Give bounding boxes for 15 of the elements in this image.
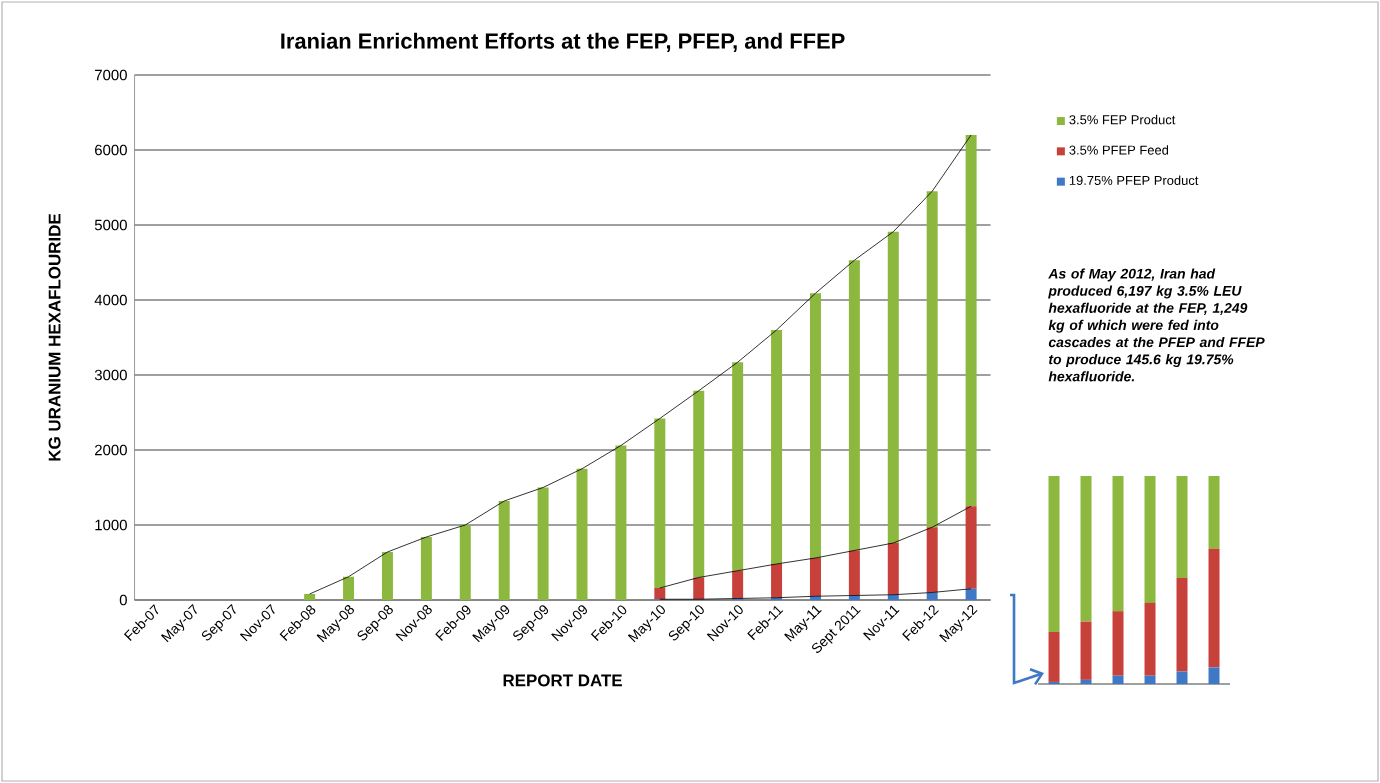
y-tick-label: 1000 bbox=[95, 519, 127, 531]
y-tick-label: 6000 bbox=[95, 144, 127, 156]
legend-label: 19.75% PFEP Product bbox=[1069, 175, 1199, 185]
chart-title: Iranian Enrichment Efforts at the FEP, PFEP, and FFEP bbox=[281, 32, 845, 53]
x-axis-title: REPORT DATE bbox=[503, 674, 622, 687]
legend-label: 3.5% PFEP Feed bbox=[1069, 145, 1169, 155]
y-tick-label: 4000 bbox=[94, 294, 127, 306]
y-tick-label: 0 bbox=[119, 594, 127, 606]
y-tick-label: 3000 bbox=[94, 369, 127, 381]
y-tick-label: 7000 bbox=[95, 69, 127, 81]
y-tick-label: 5000 bbox=[94, 219, 127, 231]
y-axis-title: KG URANIUM HEXAFLOURIDE bbox=[48, 214, 61, 461]
y-tick-label: 2000 bbox=[95, 444, 127, 456]
legend-label: 3.5% FEP Product bbox=[1069, 114, 1176, 125]
text: As of May 2012, Iran had produced 6,197 kg 3.5% LEU hexafluoride at the FEP, 1,249 kg of which were fed into cascades at the PFEP and FFEP to produce 145.6 kg 19.75% hexafluoride. bbox=[1048, 268, 1265, 382]
